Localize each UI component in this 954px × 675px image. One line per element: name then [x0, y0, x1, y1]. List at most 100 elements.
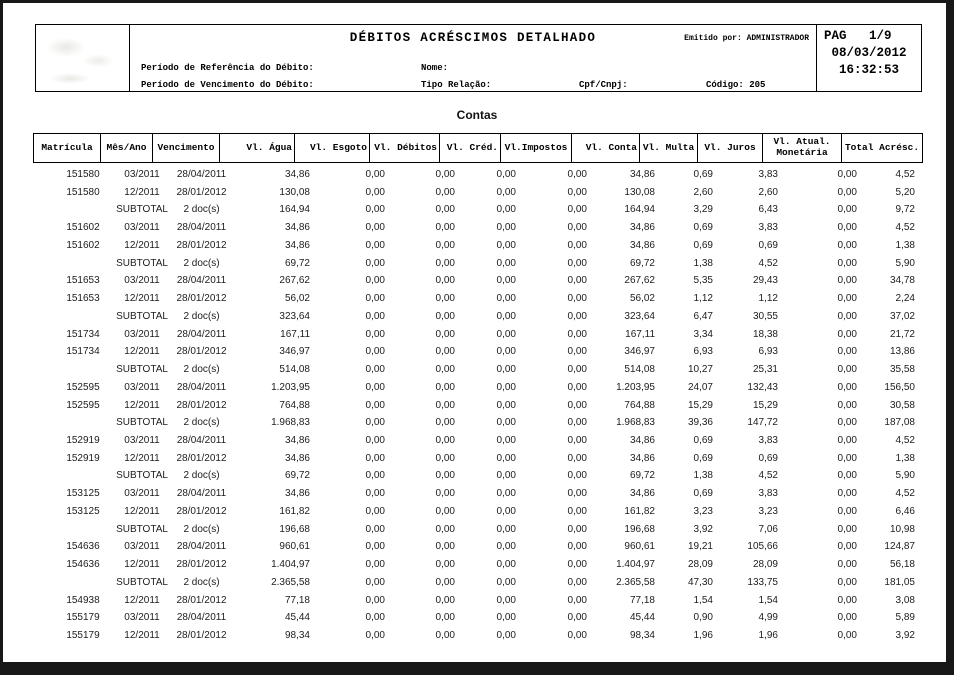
report-header: DÉBITOS ACRÉSCIMOS DETALHADO Emitido por… — [35, 24, 922, 92]
cell — [50, 361, 116, 379]
cell: 12/2011 — [124, 399, 160, 411]
cell: 6,47 — [693, 310, 713, 322]
cell: 0,00 — [567, 541, 587, 553]
cell: 147,72 — [747, 417, 778, 429]
report-page: DÉBITOS ACRÉSCIMOS DETALHADO Emitido por… — [3, 3, 946, 662]
cell: 0,00 — [837, 417, 857, 429]
cell: 28/04/2011 — [176, 612, 227, 624]
cell: 0,69 — [693, 239, 713, 251]
cell: 0,00 — [567, 346, 587, 358]
cell: 03/2011 — [124, 488, 160, 500]
cell: 28/04/2011 — [176, 541, 227, 553]
table-row: 151580 03/2011 28/04/2011 34,86 0,00 0,00 0,00… — [33, 166, 921, 184]
name-label: Nome: — [421, 63, 449, 73]
cell: 0,00 — [435, 239, 455, 251]
cell: 5,89 — [895, 612, 915, 624]
cell: 0,00 — [496, 310, 516, 322]
cell: 152919 — [66, 435, 100, 447]
cell: 764,88 — [624, 399, 655, 411]
cell: 34,78 — [889, 275, 915, 287]
column-header: Vl. Esgoto — [294, 134, 369, 162]
cell: 960,61 — [624, 541, 655, 553]
cell: 0,00 — [567, 630, 587, 642]
cell: 45,44 — [629, 612, 655, 624]
cell: 154938 — [66, 594, 100, 606]
cell: 03/2011 — [124, 541, 160, 553]
emitted-by-label: Emitido por: ADMINISTRADOR — [684, 34, 809, 43]
cell: 2.365,58 — [271, 576, 310, 588]
table-row: 151653 03/2011 28/04/2011 267,62 0,00 0,00 0,0… — [33, 272, 921, 290]
cell: 0,00 — [837, 612, 857, 624]
cell: 3,92 — [693, 523, 713, 535]
cell — [50, 201, 116, 219]
cell: 6,93 — [758, 346, 778, 358]
cell: 0,00 — [496, 417, 516, 429]
cell: 153125 — [66, 488, 100, 500]
cell: 0,00 — [435, 630, 455, 642]
cell: 0,00 — [435, 310, 455, 322]
cell: 03/2011 — [124, 435, 160, 447]
cell: 98,34 — [629, 630, 655, 642]
cell: 0,00 — [365, 346, 385, 358]
cell: 0,00 — [496, 435, 516, 447]
table-row: SUBTOTAL 2 doc(s) 1.968,83 0,00 0,00 0,00 0,00… — [33, 414, 921, 432]
section-title: Contas — [456, 108, 498, 122]
cell: 4,52 — [758, 470, 778, 482]
cell: 0,00 — [365, 328, 385, 340]
cell: 0,00 — [567, 505, 587, 517]
column-header: Vl. Débitos — [369, 134, 439, 162]
cell: 03/2011 — [124, 169, 160, 180]
cell: 0,00 — [365, 541, 385, 553]
cell: 167,11 — [625, 328, 655, 340]
cell — [50, 255, 116, 273]
column-header: Vl. Multa — [639, 134, 697, 162]
cell: 0,00 — [567, 293, 587, 305]
cell: 0,00 — [837, 275, 857, 287]
cell: 15,29 — [752, 399, 778, 411]
cell: 151734 — [66, 328, 100, 340]
cell: 2 doc(s) — [183, 470, 220, 482]
cell: 1,12 — [693, 293, 713, 305]
cell: SUBTOTAL — [116, 417, 168, 429]
cell: 196,68 — [279, 523, 310, 535]
cell: 34,86 — [629, 239, 655, 251]
cell: 0,00 — [567, 364, 587, 376]
cell: 130,08 — [624, 186, 655, 198]
cell: 1.968,83 — [616, 417, 655, 429]
cell: 3,83 — [758, 222, 778, 234]
cell: 0,00 — [567, 275, 587, 287]
cell: 34,86 — [284, 488, 310, 500]
table-row: 152919 03/2011 28/04/2011 34,86 0,00 0,00 0,00… — [33, 432, 921, 450]
cell: 12/2011 — [124, 186, 160, 198]
cell: 0,00 — [567, 239, 587, 251]
cell: 0,00 — [365, 222, 385, 234]
cell: 0,00 — [837, 257, 857, 269]
cell: 0,00 — [567, 452, 587, 464]
cell: 3,23 — [758, 505, 778, 517]
cell: 164,94 — [624, 204, 655, 216]
cell: 323,64 — [279, 310, 310, 322]
table-row: 151602 12/2011 28/01/2012 34,86 0,00 0,00 0,00… — [33, 237, 921, 255]
table-row: 153125 12/2011 28/01/2012 161,82 0,00 0,00 0,0… — [33, 503, 921, 521]
cell: 0,00 — [365, 523, 385, 535]
cell: 28/01/2012 — [176, 346, 227, 358]
cell: 03/2011 — [124, 222, 160, 234]
cell: 28/04/2011 — [176, 328, 227, 340]
column-header: Vl. Juros — [697, 134, 762, 162]
cell: SUBTOTAL — [116, 257, 168, 269]
cell: 1.203,95 — [616, 381, 655, 393]
cell: 0,00 — [567, 328, 587, 340]
cell: 0,00 — [496, 275, 516, 287]
cell: 0,00 — [496, 452, 516, 464]
cell: 69,72 — [629, 257, 655, 269]
cell: 0,00 — [567, 381, 587, 393]
cell: 0,00 — [837, 435, 857, 447]
cell: 151580 — [66, 169, 100, 180]
cell: 3,23 — [693, 505, 713, 517]
column-header: Vl.Impostos — [500, 134, 571, 162]
cell: 0,00 — [496, 204, 516, 216]
cell: 0,00 — [837, 169, 857, 180]
cell: 0,00 — [496, 594, 516, 606]
cell: 0,00 — [365, 505, 385, 517]
cell: 0,00 — [567, 576, 587, 588]
